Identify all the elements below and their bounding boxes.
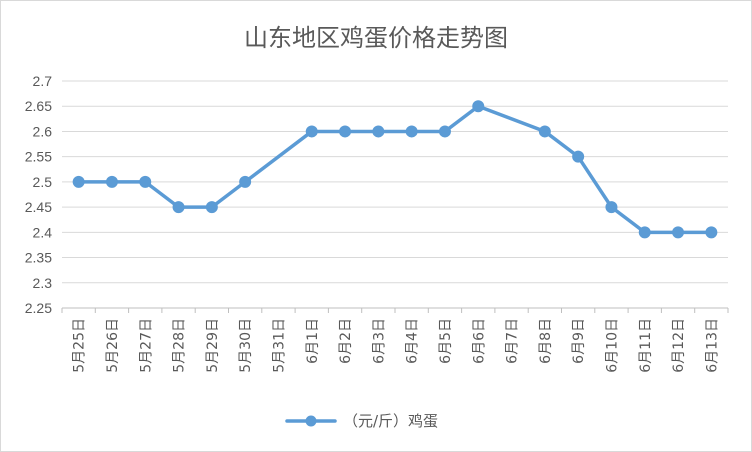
x-tick-label: 6月6日 xyxy=(471,318,487,364)
y-tick-label: 2.3 xyxy=(33,275,53,291)
x-tick-label: 5月30日 xyxy=(238,318,254,373)
x-tick-label: 6月5日 xyxy=(438,318,454,364)
x-tick-label: 6月3日 xyxy=(371,318,387,364)
data-point xyxy=(605,201,618,214)
x-tick-label: 5月31日 xyxy=(271,318,287,373)
x-tick-label: 6月7日 xyxy=(505,318,521,364)
x-tick-label: 5月29日 xyxy=(205,318,221,373)
chart-title: 山东地区鸡蛋价格走势图 xyxy=(244,24,508,52)
y-tick-label: 2.7 xyxy=(33,73,53,89)
x-tick-label: 5月25日 xyxy=(72,318,88,373)
x-axis-ticks: 5月25日 5月26日 5月27日 5月28日 5月29日 5月30日 5月31日 6月1日 6… xyxy=(61,308,729,373)
y-axis-ticks: 2.25 2.3 2.35 2.4 2.45 2.5 2.55 2.6 2.65 2.7 xyxy=(25,73,52,316)
y-tick-label: 2.6 xyxy=(33,123,53,139)
data-point xyxy=(339,125,352,138)
data-point xyxy=(105,175,118,188)
series-layer xyxy=(72,100,718,239)
legend-marker-icon xyxy=(305,415,317,427)
data-point xyxy=(405,125,418,138)
y-tick-label: 2.4 xyxy=(33,224,53,240)
x-tick-label: 6月8日 xyxy=(538,318,554,364)
x-tick-label: 6月2日 xyxy=(338,318,354,364)
data-point xyxy=(139,175,152,188)
y-tick-label: 2.45 xyxy=(25,199,52,215)
y-tick-label: 2.55 xyxy=(25,149,52,165)
data-point xyxy=(239,175,252,188)
y-tick-label: 2.35 xyxy=(25,250,52,266)
data-point xyxy=(438,125,451,138)
data-point xyxy=(305,125,318,138)
data-point xyxy=(705,226,718,239)
series-line xyxy=(76,104,714,235)
x-tick-label: 6月4日 xyxy=(405,318,421,364)
x-tick-label: 5月28日 xyxy=(172,318,188,373)
x-tick-label: 6月1日 xyxy=(305,318,321,364)
data-point xyxy=(672,226,685,239)
data-point xyxy=(638,226,651,239)
legend: （元/斤）鸡蛋 xyxy=(285,412,438,430)
x-tick-label: 5月27日 xyxy=(138,318,154,373)
x-tick-label: 6月13日 xyxy=(704,318,720,373)
data-point xyxy=(538,125,551,138)
y-tick-label: 2.65 xyxy=(25,98,52,114)
x-tick-label: 5月26日 xyxy=(105,318,121,373)
x-tick-label: 6月9日 xyxy=(571,318,587,364)
data-point xyxy=(572,150,585,163)
data-point xyxy=(472,100,485,113)
data-point xyxy=(372,125,385,138)
x-tick-label: 6月12日 xyxy=(671,318,687,373)
data-point xyxy=(172,201,185,214)
data-point xyxy=(205,201,218,214)
data-point xyxy=(72,175,85,188)
legend-label: （元/斤）鸡蛋 xyxy=(343,412,438,430)
y-tick-label: 2.5 xyxy=(33,174,53,190)
x-tick-label: 6月10日 xyxy=(604,318,620,373)
y-tick-label: 2.25 xyxy=(25,300,52,316)
x-tick-label: 6月11日 xyxy=(638,318,654,373)
gridlines xyxy=(62,80,728,309)
